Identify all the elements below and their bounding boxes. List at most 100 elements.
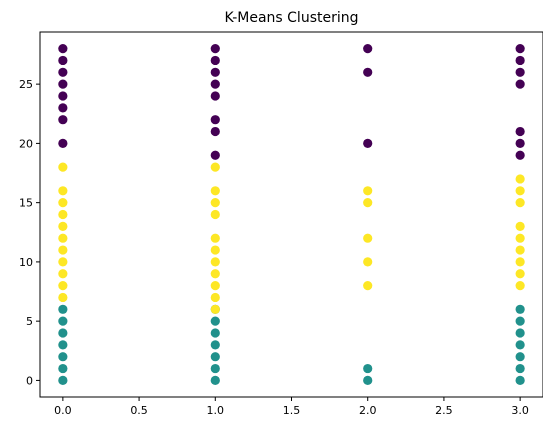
data-point-cluster-1 <box>58 352 68 362</box>
data-point-cluster-1 <box>363 363 373 374</box>
data-point-cluster-2 <box>58 162 68 172</box>
data-point-cluster-2 <box>363 281 373 291</box>
data-point-cluster-0 <box>515 55 525 66</box>
data-point-cluster-2 <box>515 233 525 243</box>
data-point-cluster-2 <box>363 198 373 208</box>
data-point-cluster-2 <box>58 233 68 243</box>
data-point-cluster-2 <box>210 233 220 243</box>
data-point-cluster-1 <box>58 340 68 350</box>
data-point-cluster-1 <box>515 340 525 350</box>
data-point-cluster-2 <box>363 257 373 267</box>
data-point-cluster-2 <box>210 186 220 196</box>
x-axis-ticks: 0.0 0.5 1.0 1.5 2.0 2.5 3.0 <box>54 397 529 417</box>
y-tick-label: 20 <box>19 137 33 150</box>
x-tick-label: 2.0 <box>359 404 377 417</box>
data-point-cluster-2 <box>58 269 68 279</box>
data-point-cluster-2 <box>210 162 220 172</box>
data-point-cluster-1 <box>515 316 525 326</box>
data-point-cluster-1 <box>58 328 68 338</box>
data-point-cluster-2 <box>363 186 373 196</box>
data-point-cluster-2 <box>210 245 220 255</box>
data-point-cluster-2 <box>515 269 525 279</box>
data-point-cluster-2 <box>58 221 68 231</box>
data-point-cluster-1 <box>515 363 525 374</box>
data-point-cluster-2 <box>210 198 220 208</box>
data-point-cluster-2 <box>58 186 68 196</box>
data-point-cluster-0 <box>210 43 220 54</box>
data-point-cluster-2 <box>515 257 525 267</box>
data-point-cluster-0 <box>58 138 68 148</box>
data-point-cluster-0 <box>58 55 68 66</box>
data-point-cluster-1 <box>515 304 525 314</box>
y-tick-label: 10 <box>19 256 33 269</box>
data-point-cluster-2 <box>58 198 68 208</box>
data-point-cluster-0 <box>515 126 525 137</box>
data-point-cluster-1 <box>210 352 220 362</box>
data-point-cluster-2 <box>58 209 68 220</box>
data-point-cluster-0 <box>58 67 68 77</box>
data-point-cluster-2 <box>515 186 525 196</box>
data-point-cluster-2 <box>210 257 220 267</box>
data-point-cluster-1 <box>210 363 220 374</box>
data-point-cluster-0 <box>515 138 525 148</box>
x-tick-label: 1.0 <box>207 404 225 417</box>
data-point-cluster-0 <box>363 67 373 77</box>
data-point-cluster-2 <box>515 281 525 291</box>
data-point-cluster-1 <box>58 375 68 386</box>
data-point-cluster-0 <box>363 138 373 148</box>
data-point-cluster-0 <box>210 150 220 160</box>
data-point-cluster-1 <box>58 363 68 374</box>
data-point-cluster-0 <box>515 43 525 54</box>
y-tick-label: 5 <box>26 315 33 328</box>
plot-area-frame <box>39 31 543 398</box>
data-point-cluster-1 <box>210 375 220 386</box>
data-point-cluster-2 <box>58 257 68 267</box>
x-tick-label: 0.0 <box>54 404 72 417</box>
data-point-cluster-0 <box>58 43 68 54</box>
data-point-cluster-0 <box>210 115 220 125</box>
x-tick-label: 3.0 <box>511 404 529 417</box>
chart-title: K-Means Clustering <box>225 10 359 26</box>
y-axis-ticks: 0 5 10 15 20 25 <box>19 78 40 387</box>
data-point-cluster-2 <box>58 292 68 303</box>
data-point-cluster-2 <box>515 198 525 208</box>
data-point-cluster-2 <box>210 304 220 314</box>
x-tick-label: 1.5 <box>283 404 301 417</box>
data-point-cluster-2 <box>58 245 68 255</box>
x-tick-label: 2.5 <box>435 404 453 417</box>
data-point-cluster-1 <box>515 375 525 386</box>
data-point-cluster-1 <box>58 304 68 314</box>
data-point-cluster-1 <box>210 328 220 338</box>
data-point-cluster-2 <box>515 221 525 231</box>
y-tick-label: 25 <box>19 78 33 91</box>
data-point-cluster-0 <box>515 79 525 89</box>
data-point-cluster-1 <box>210 316 220 326</box>
data-point-cluster-0 <box>210 79 220 89</box>
data-point-cluster-2 <box>210 269 220 279</box>
data-point-cluster-1 <box>58 316 68 326</box>
data-points <box>58 43 525 386</box>
data-point-cluster-2 <box>363 233 373 243</box>
data-point-cluster-0 <box>58 91 68 101</box>
data-point-cluster-1 <box>363 375 373 386</box>
data-point-cluster-0 <box>515 150 525 160</box>
y-tick-label: 15 <box>19 197 33 210</box>
data-point-cluster-0 <box>58 115 68 125</box>
data-point-cluster-2 <box>210 209 220 220</box>
data-point-cluster-2 <box>210 292 220 303</box>
data-point-cluster-2 <box>210 281 220 291</box>
data-point-cluster-0 <box>515 67 525 77</box>
data-point-cluster-2 <box>515 245 525 255</box>
data-point-cluster-0 <box>58 103 68 113</box>
data-point-cluster-0 <box>210 91 220 101</box>
data-point-cluster-1 <box>515 328 525 338</box>
data-point-cluster-1 <box>515 352 525 362</box>
data-point-cluster-0 <box>210 55 220 66</box>
data-point-cluster-0 <box>210 67 220 77</box>
x-tick-label: 0.5 <box>130 404 148 417</box>
data-point-cluster-0 <box>210 126 220 137</box>
data-point-cluster-0 <box>363 43 373 54</box>
data-point-cluster-1 <box>210 340 220 350</box>
data-point-cluster-2 <box>515 174 525 184</box>
